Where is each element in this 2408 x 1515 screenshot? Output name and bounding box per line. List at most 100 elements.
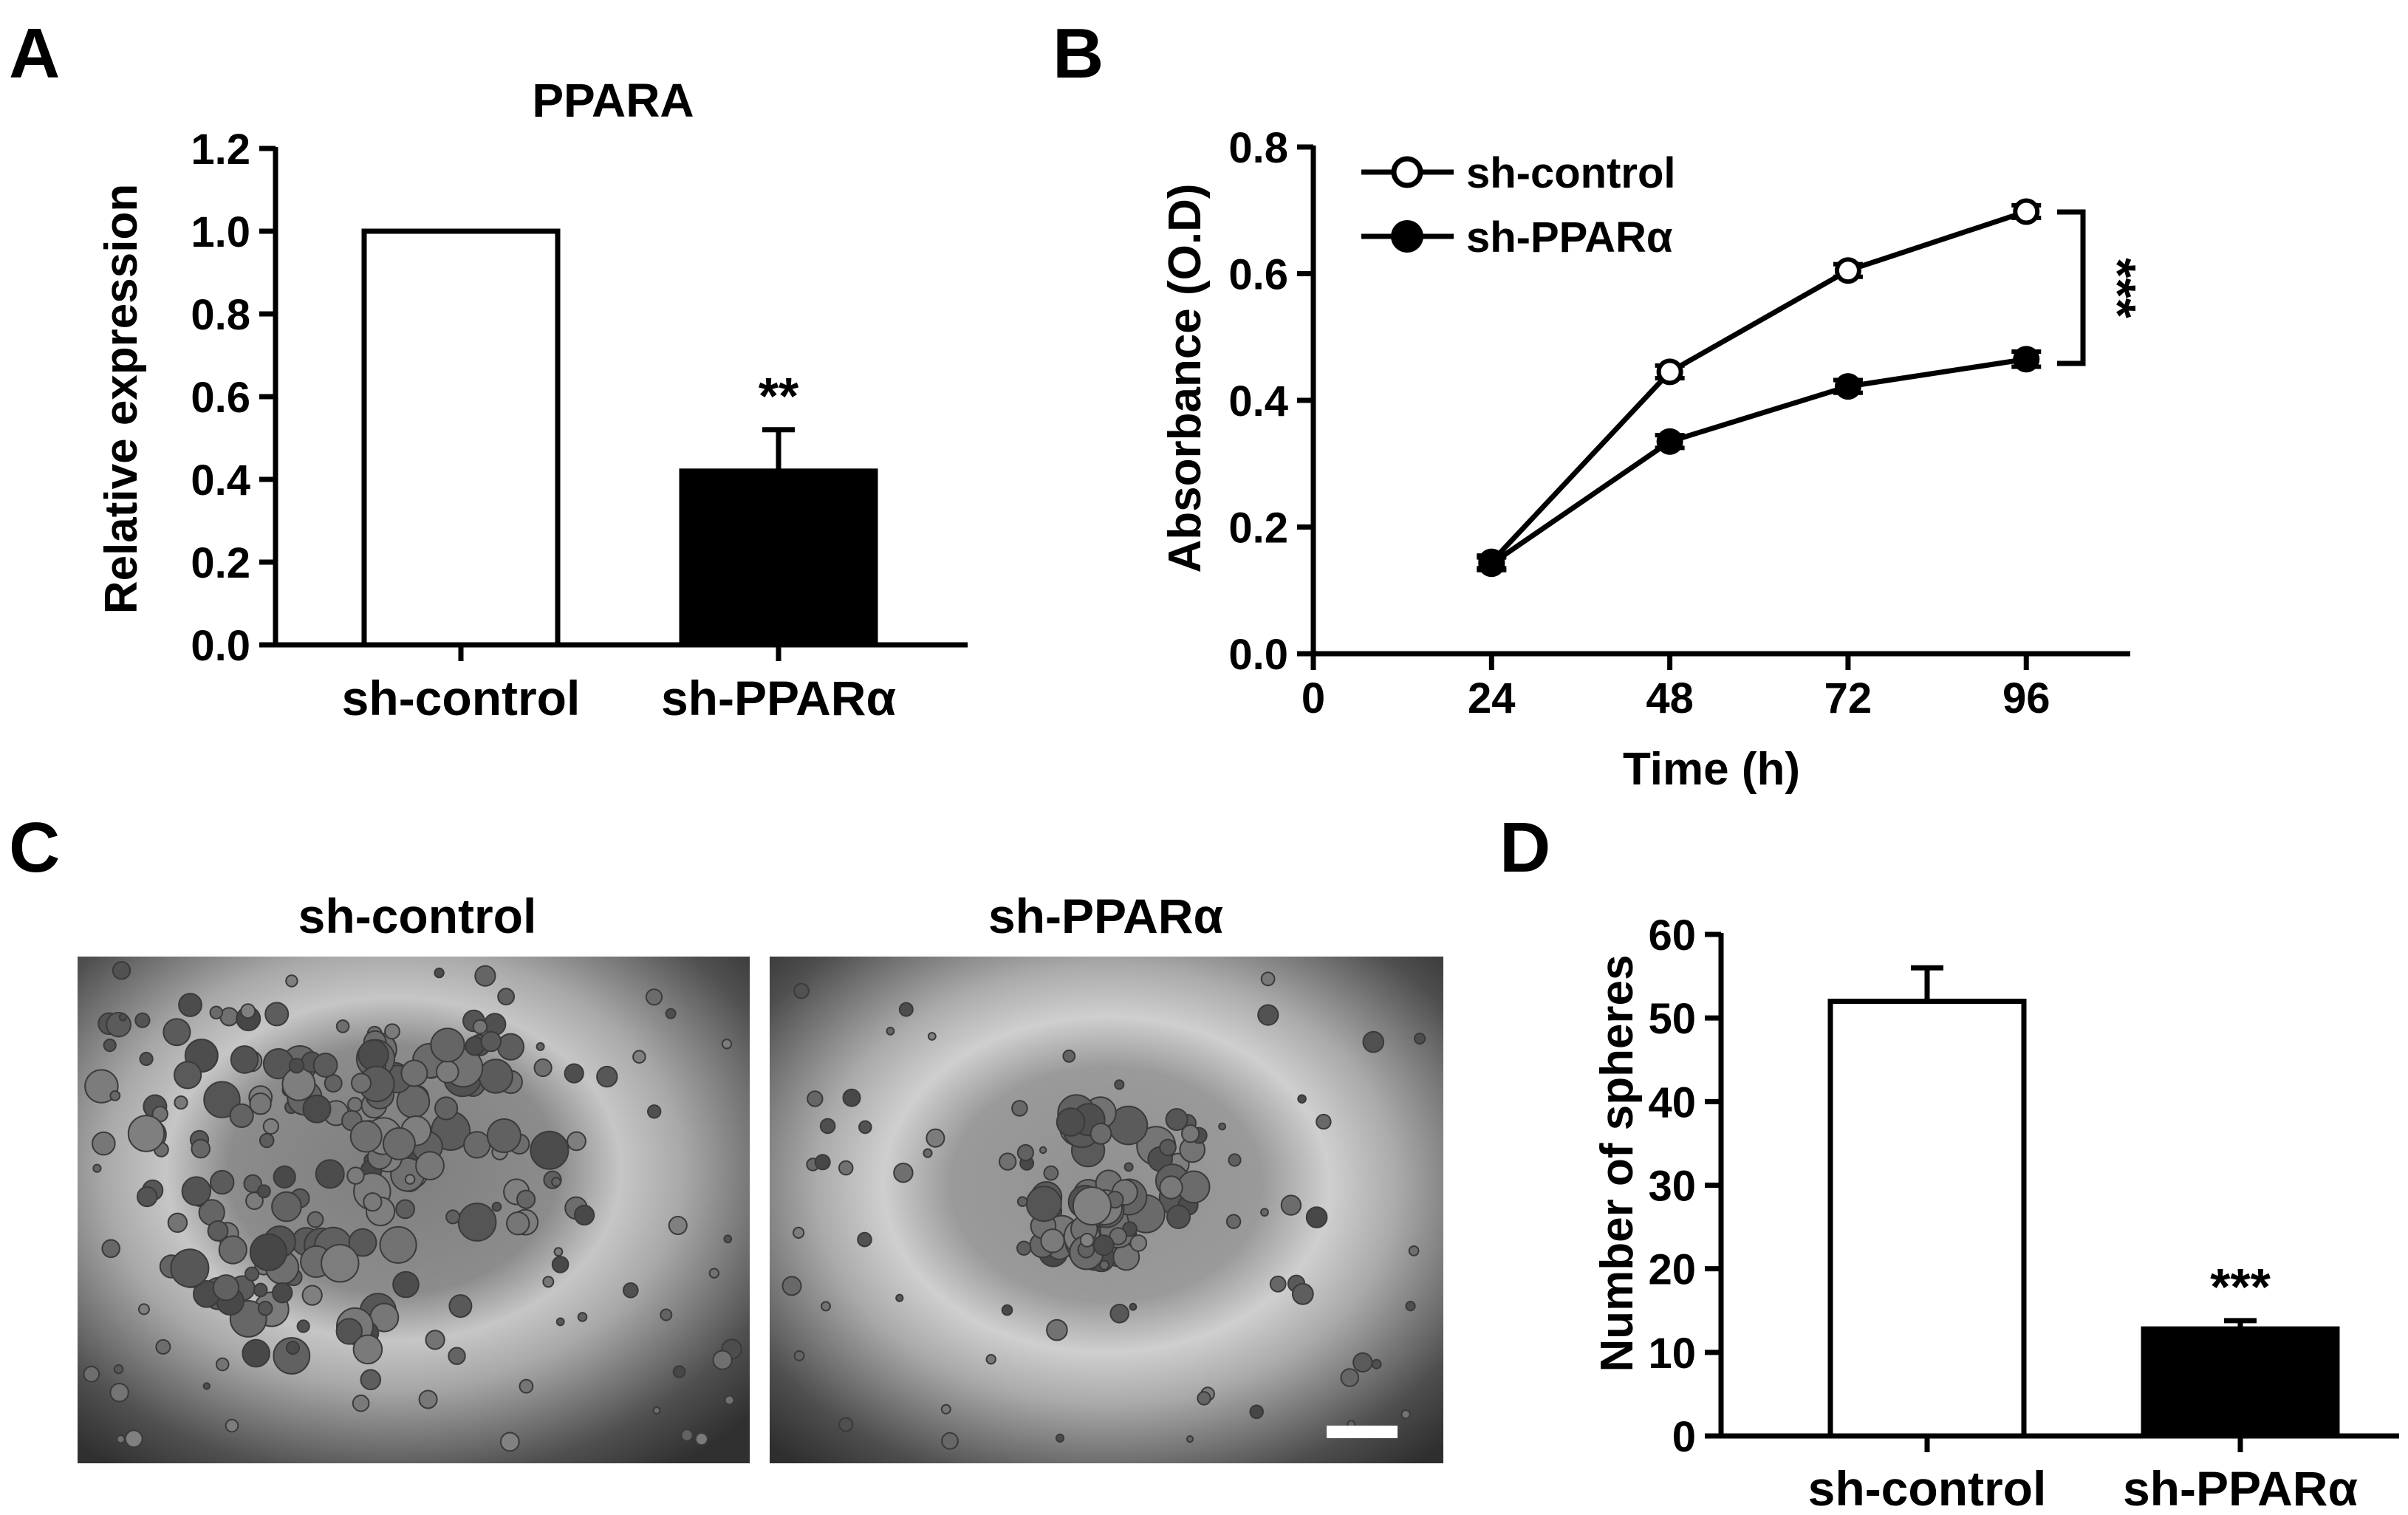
sphere	[496, 1033, 525, 1061]
spheres-control	[83, 961, 742, 1452]
chart-b-x-axis-label: Time (h)	[1623, 744, 1800, 795]
x-tick-label-sh-control: sh-control	[1808, 1461, 2047, 1515]
sphere	[229, 1103, 254, 1129]
sphere	[113, 1364, 124, 1375]
sphere	[288, 1058, 305, 1074]
sphere	[425, 1330, 445, 1350]
y-tick-label: 10	[1648, 1330, 1696, 1378]
sphere	[1291, 1282, 1314, 1305]
sphere	[1072, 1186, 1112, 1226]
sphere	[1011, 1100, 1028, 1117]
sphere	[574, 1204, 595, 1226]
sphere	[486, 1118, 521, 1153]
sphere	[448, 1294, 473, 1319]
sphere	[723, 1234, 733, 1244]
sphere-micrographs: sh-control sh-PPARα	[78, 889, 1443, 1463]
sphere	[273, 1337, 311, 1375]
sphere	[335, 1318, 363, 1345]
x-tick-label-sh-pparalpha: sh-PPARα	[2123, 1461, 2358, 1515]
chart-b-legend: sh-control sh-PPARα	[1361, 149, 1676, 261]
point-sh-control	[1834, 257, 1861, 284]
sphere	[272, 1282, 293, 1304]
sphere	[474, 965, 496, 987]
sphere	[321, 1244, 360, 1283]
sphere	[551, 1177, 561, 1187]
sphere	[533, 1058, 553, 1078]
sphere	[652, 1406, 661, 1415]
legend-marker-sh-control	[1391, 156, 1423, 188]
sphere	[708, 1268, 719, 1279]
panel-label-b: B	[1053, 14, 1104, 93]
sphere	[112, 961, 131, 980]
sphere	[1414, 1033, 1426, 1045]
sphere	[286, 1341, 300, 1355]
sphere	[163, 1018, 191, 1047]
sphere	[415, 1151, 445, 1180]
x-tick-label: 0	[1302, 674, 1325, 722]
sphere	[1099, 1259, 1109, 1271]
panel-label-d: D	[1499, 808, 1550, 887]
sphere	[348, 1228, 377, 1257]
sphere	[400, 1059, 428, 1087]
sphere	[139, 1051, 154, 1067]
sphere	[857, 1231, 872, 1248]
sphere	[1269, 1275, 1287, 1293]
y-tick-label: 0.4	[1228, 377, 1288, 425]
sphere	[536, 1042, 545, 1051]
sphere	[1316, 1113, 1332, 1130]
sphere	[893, 1163, 914, 1183]
sphere	[253, 1282, 268, 1298]
sphere	[1159, 1138, 1177, 1157]
sphere	[519, 1378, 534, 1394]
sphere	[1225, 1214, 1242, 1229]
sphere	[210, 1169, 235, 1195]
point-sh-pparalpha	[1834, 373, 1861, 400]
y-tick-label: 40	[1648, 1078, 1696, 1126]
sphere	[724, 1395, 735, 1406]
sphere	[346, 1166, 365, 1185]
point-sh-control	[1656, 358, 1683, 386]
y-tick-label: 50	[1648, 995, 1696, 1043]
sphere	[1186, 1435, 1194, 1443]
sphere	[273, 1165, 296, 1189]
sphere	[448, 1347, 466, 1365]
sphere	[1090, 1122, 1112, 1145]
sphere	[821, 1301, 831, 1312]
sphere	[137, 1303, 150, 1316]
sphere	[1405, 1301, 1416, 1312]
legend-label-sh-pparalpha: sh-PPARα	[1466, 213, 1673, 261]
y-tick-label: 1.0	[191, 208, 250, 256]
sphere	[1062, 1049, 1076, 1063]
sphere	[271, 1191, 302, 1222]
sphere	[721, 1039, 733, 1050]
sphere	[203, 1081, 241, 1118]
y-tick-label: 0.2	[191, 539, 250, 587]
chart-b-y-axis-label: Absorbance (O.D)	[1160, 183, 1211, 572]
sphere	[645, 988, 663, 1006]
sphere	[106, 1011, 131, 1038]
legend-label-sh-control: sh-control	[1466, 149, 1676, 197]
sphere	[84, 1069, 119, 1104]
sphere	[886, 1027, 895, 1036]
sphere	[480, 1030, 502, 1053]
chart-d-marks: 0 10 20 30 40 50 60 sh-control sh-PPARα ***	[1648, 912, 2399, 1515]
point-sh-pparalpha	[1656, 428, 1683, 455]
y-tick-label: 0.2	[1228, 505, 1288, 553]
sphere	[302, 1094, 332, 1124]
chart-d-number-of-spheres: Number of spheres 0 10 20 30 40 50 60 sh-contro…	[1592, 912, 2399, 1515]
sphere	[225, 1418, 239, 1433]
sphere	[404, 1174, 416, 1185]
sphere	[1297, 1094, 1307, 1104]
sphere	[577, 1312, 588, 1322]
y-tick-label: 0.8	[1228, 124, 1288, 172]
sphere	[1040, 1228, 1065, 1254]
sphere	[665, 1008, 677, 1019]
sphere	[249, 1092, 272, 1115]
sphere	[307, 1211, 324, 1228]
y-tick-label: 30	[1648, 1163, 1696, 1211]
sphere	[244, 1266, 260, 1282]
sphere	[632, 1050, 646, 1064]
sphere	[167, 1212, 188, 1234]
sphere	[230, 1045, 259, 1074]
y-tick-label: 0.0	[191, 622, 250, 670]
